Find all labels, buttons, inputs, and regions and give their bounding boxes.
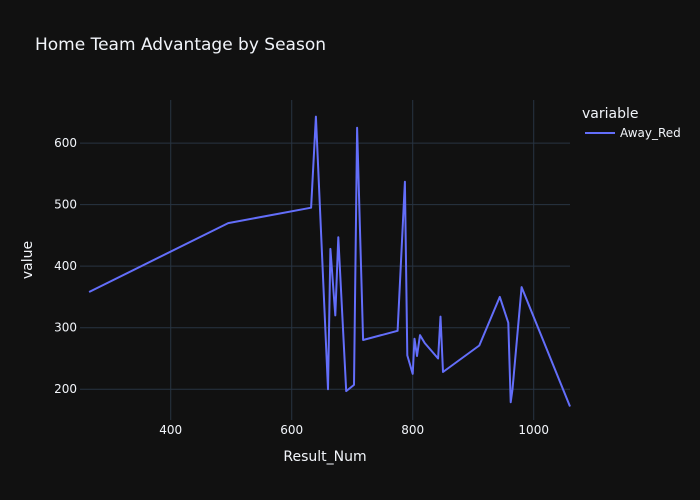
legend-title: variable <box>582 106 638 122</box>
chart-title: Home Team Advantage by Season <box>35 35 326 55</box>
y-axis-title: value <box>20 241 36 279</box>
y-tick-label: 400 <box>54 259 77 273</box>
y-tick-label: 300 <box>54 321 77 335</box>
legend-label-away-red[interactable]: Away_Red <box>620 126 681 140</box>
x-tick-label: 1000 <box>518 423 549 437</box>
y-tick-label: 500 <box>54 198 77 212</box>
y-tick-label: 600 <box>54 136 77 150</box>
x-axis-title: Result_Num <box>283 449 366 465</box>
legend[interactable]: variable Away_Red <box>582 106 681 140</box>
x-tick-label: 400 <box>159 423 182 437</box>
gridlines <box>80 100 570 420</box>
x-tick-label: 600 <box>280 423 303 437</box>
series-layer <box>88 115 571 407</box>
y-tick-label: 200 <box>54 382 77 396</box>
series-line-away-red[interactable] <box>88 115 571 407</box>
x-tick-label: 800 <box>401 423 424 437</box>
tick-labels: 200 300 400 500 600 400 600 800 1000 <box>54 136 549 437</box>
